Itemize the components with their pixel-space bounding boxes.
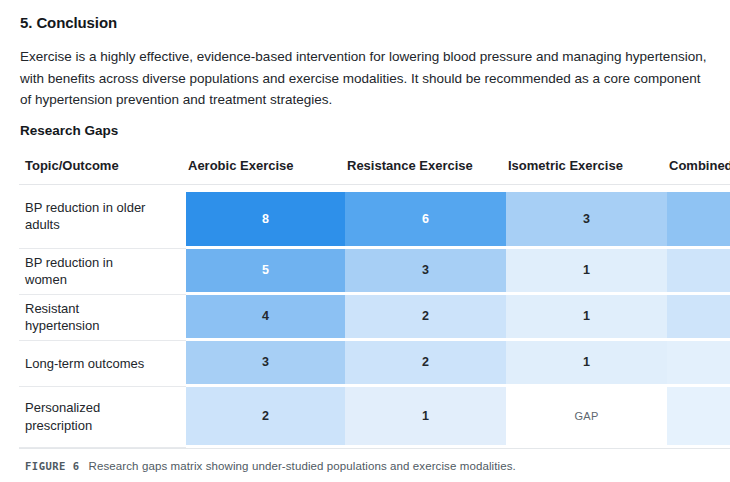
heatmap-cell: 3 [186,341,345,384]
paper-page: 5. Conclusion Exercise is a highly effec… [0,0,730,472]
row-label: Personalized prescription [19,387,186,448]
table-header-row: Topic/Outcome Aerobic Exercise Resistanc… [19,148,730,185]
heatmap-cell [667,295,730,338]
column-header-aerobic-exercise: Aerobic Exercise [186,158,345,173]
heatmap-cell: 3 [506,192,667,246]
heatmap-cell: 2 [345,341,506,384]
research-gaps-subheading: Research Gaps [20,123,730,139]
heatmap-cell: 6 [345,192,506,246]
heatmap-cell: 2 [186,387,345,445]
heatmap-cell: 1 [345,387,506,445]
table-row: BP reduction in women 5 3 1 [19,249,730,295]
section-heading: 5. Conclusion [20,13,730,32]
heatmap-cell [667,341,730,384]
heatmap-cell: 4 [186,295,345,338]
heatmap-cell: 2 [345,295,506,338]
heatmap-cell [667,192,730,246]
heatmap-cell: 3 [345,249,506,292]
table-row: Long-term outcomes 3 2 1 [19,341,730,387]
row-label: BP reduction in women [19,249,186,295]
table-row: BP reduction in older adults 8 6 3 [19,185,730,249]
row-label: BP reduction in older adults [19,185,186,249]
table-row: Personalized prescription 2 1 GAP [19,387,730,448]
row-label: Long-term outcomes [19,341,186,387]
heatmap-cell: 5 [186,249,345,292]
heatmap-cell [667,249,730,292]
research-gaps-heatmap-table: Topic/Outcome Aerobic Exercise Resistanc… [19,148,730,449]
row-label: Resistant hypertension [19,295,186,341]
heatmap-cell: 8 [186,192,345,246]
table-row: Resistant hypertension 4 2 1 [19,295,730,341]
heatmap-cell: 1 [506,249,667,292]
conclusion-paragraph: Exercise is a highly effective, evidence… [20,46,712,111]
figure-caption: FIGURE 6 Research gaps matrix showing und… [25,460,730,472]
heatmap-cell: 1 [506,295,667,338]
heatmap-cell [667,387,730,445]
heatmap-cell: GAP [506,387,667,445]
column-header-isometric-exercise: Isometric Exercise [506,158,667,173]
figure-number-label: FIGURE 6 [25,460,80,472]
column-header-topic-outcome: Topic/Outcome [19,158,186,173]
heatmap-cell: 1 [506,341,667,384]
column-header-resistance-exercise: Resistance Exercise [345,158,506,173]
figure-caption-text: Research gaps matrix showing under-studi… [89,460,516,472]
column-header-combined-exercise: Combined Exercise [667,158,730,173]
